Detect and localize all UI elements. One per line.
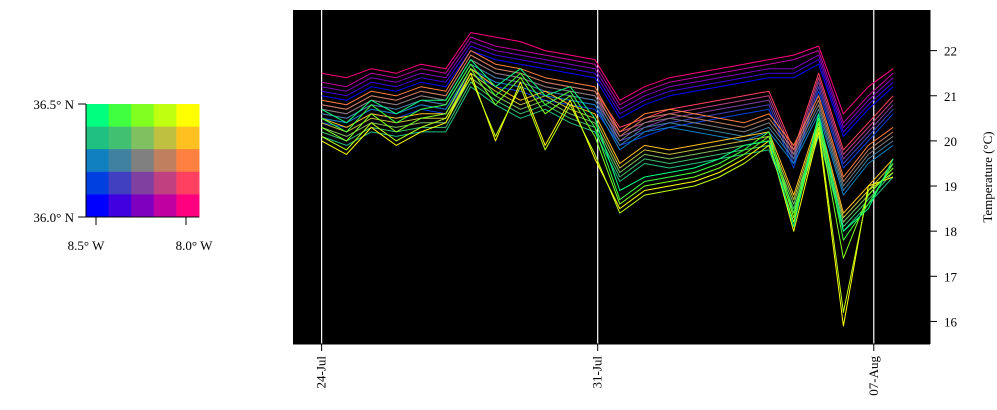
x-tick-label: 24-Jul (314, 356, 329, 389)
series-line (321, 50, 894, 137)
key-cell (153, 171, 177, 195)
series-line (321, 32, 894, 115)
key-cell (176, 194, 200, 218)
key-cell (86, 194, 110, 218)
series-line (321, 63, 894, 191)
key-cell (108, 126, 132, 150)
key-cell (131, 149, 155, 173)
key-cell (131, 171, 155, 195)
series-line (321, 68, 894, 214)
key-x-tick-label: 8.5° W (68, 238, 105, 253)
key-cell (108, 104, 132, 128)
key-y-tick-label: 36.0° N (33, 210, 74, 225)
series-line (321, 68, 894, 259)
key-cell (108, 149, 132, 173)
series-line (321, 45, 894, 133)
date-gridlines (321, 10, 875, 344)
key-cell (108, 171, 132, 195)
series-lines (321, 32, 894, 327)
y-tick-label: 20 (944, 134, 957, 149)
key-cell (86, 149, 110, 173)
key-cell (86, 104, 110, 128)
key-cell (86, 126, 110, 150)
key-cell (176, 149, 200, 173)
series-line (321, 77, 894, 223)
key-cell (86, 171, 110, 195)
key-cell (153, 149, 177, 173)
y-tick-label: 19 (944, 179, 957, 194)
key-cell (131, 194, 155, 218)
series-line (321, 36, 894, 124)
colour-key-axes: 36.5° N 36.0° N 8.5° W 8.0° W (33, 97, 213, 253)
key-y-tick-label: 36.5° N (33, 97, 74, 112)
key-cell (153, 126, 177, 150)
series-line (321, 68, 894, 196)
key-x-tick-label: 8.0° W (176, 238, 213, 253)
y-tick-label: 18 (944, 224, 957, 239)
series-line (321, 54, 894, 182)
y-tick-label: 22 (944, 44, 957, 59)
series-line (321, 50, 894, 178)
colour-key (86, 104, 200, 218)
y-axis: 16 17 18 19 20 21 22 (929, 10, 958, 344)
y-tick-label: 16 (944, 314, 958, 329)
series-line (321, 41, 894, 128)
key-cell (176, 171, 200, 195)
key-cell (153, 104, 177, 128)
series-line (321, 59, 894, 232)
x-axis: 24-Jul 31-Jul 07-Aug (293, 343, 930, 396)
key-cell (176, 126, 200, 150)
x-tick-label: 31-Jul (590, 356, 605, 389)
series-line (321, 63, 894, 241)
key-cell (131, 126, 155, 150)
key-cell (108, 194, 132, 218)
series-line (321, 59, 894, 187)
y-axis-title: Temperature (°C) (980, 131, 995, 222)
x-tick-label: 07-Aug (866, 356, 881, 396)
key-cell (153, 194, 177, 218)
series-line (321, 72, 894, 219)
y-tick-label: 21 (944, 89, 957, 104)
key-cell (176, 104, 200, 128)
key-cell (131, 104, 155, 128)
y-tick-label: 17 (944, 269, 958, 284)
